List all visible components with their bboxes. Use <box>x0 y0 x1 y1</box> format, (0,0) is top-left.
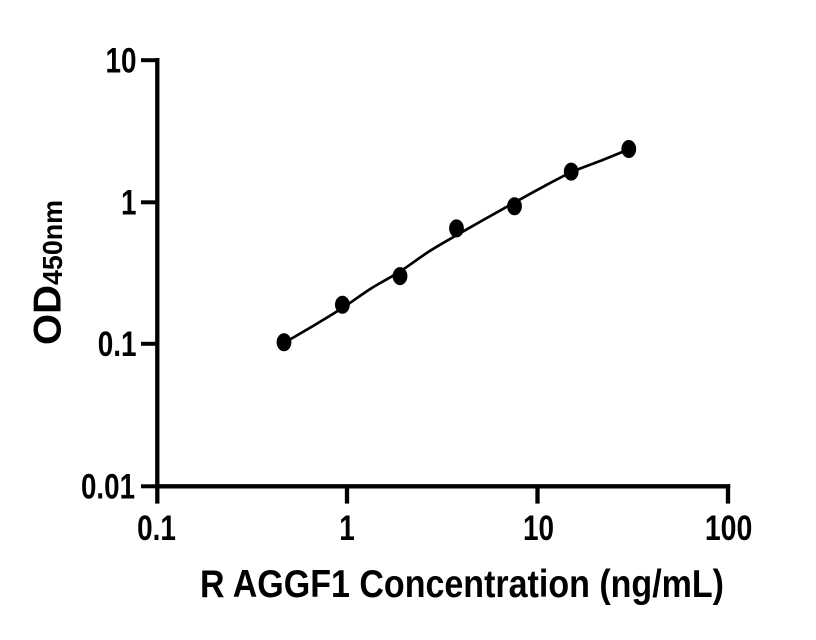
svg-text:0.1: 0.1 <box>137 509 176 548</box>
svg-text:450nm: 450nm <box>37 200 68 285</box>
svg-text:1: 1 <box>121 184 137 223</box>
svg-text:0.1: 0.1 <box>98 325 137 364</box>
svg-text:1: 1 <box>339 509 355 548</box>
svg-text:0.01: 0.01 <box>81 467 135 506</box>
svg-text:OD: OD <box>27 285 70 345</box>
svg-text:10: 10 <box>523 509 554 548</box>
svg-text:100: 100 <box>705 509 753 548</box>
svg-text:10: 10 <box>106 41 137 80</box>
svg-text:R AGGF1 Concentration (ng/mL): R AGGF1 Concentration (ng/mL) <box>200 563 724 606</box>
